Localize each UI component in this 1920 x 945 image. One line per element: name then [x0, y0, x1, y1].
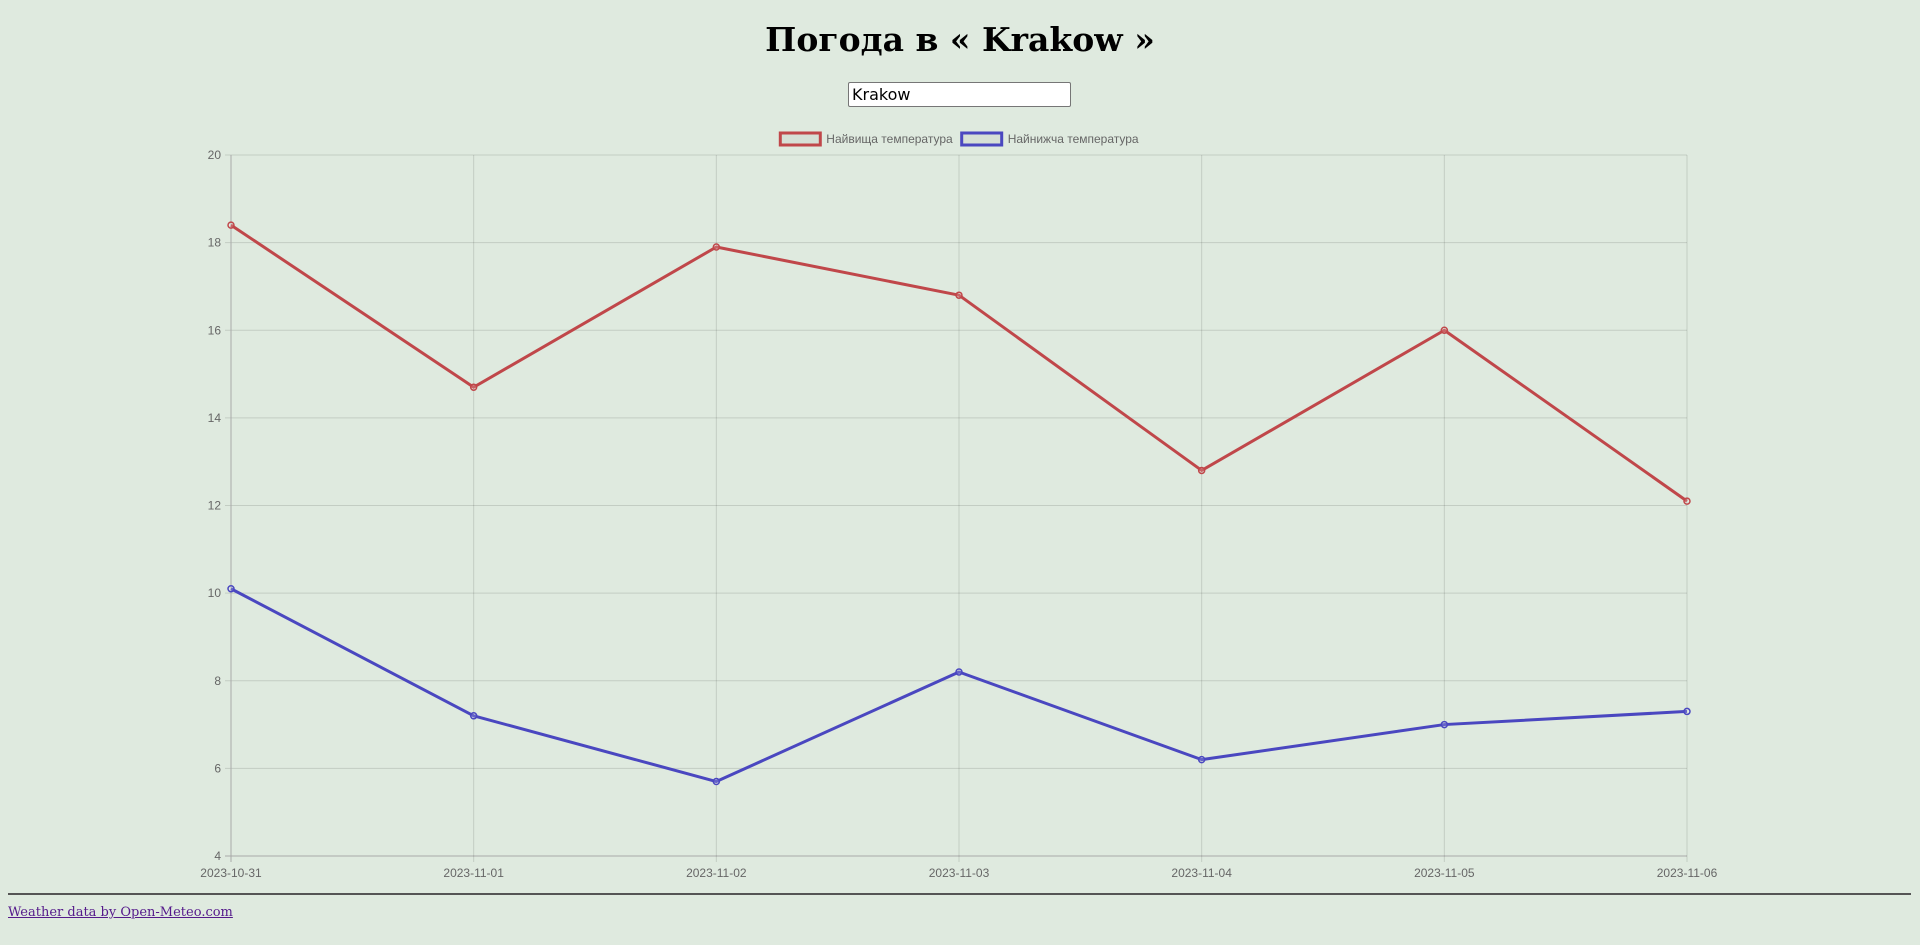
chart-series: [227, 221, 1691, 786]
chart-legend[interactable]: Найвища температура Найнижча температура: [778, 131, 1139, 147]
chart-grid: [225, 154, 1688, 862]
legend-item[interactable]: Найвища температура: [778, 131, 953, 147]
footer-divider: [8, 893, 1911, 895]
series-line-0: [230, 223, 1688, 503]
y-tick-label: 14: [208, 411, 222, 425]
legend-label: Найнижча температура: [1008, 132, 1139, 146]
y-tick-label: 4: [214, 849, 221, 863]
series-line-1: [230, 587, 1688, 784]
data-point[interactable]: [469, 383, 478, 391]
y-tick-label: 16: [208, 323, 222, 337]
data-point[interactable]: [1440, 326, 1449, 334]
x-tick-label: 2023-11-01: [443, 866, 504, 880]
data-point[interactable]: [712, 777, 721, 786]
y-tick-label: 6: [214, 761, 221, 775]
y-tick-label: 18: [208, 236, 222, 250]
y-tick-label: 12: [208, 499, 222, 513]
x-tick-label: 2023-11-06: [1657, 866, 1718, 880]
x-tick-label: 2023-10-31: [200, 866, 262, 880]
data-point[interactable]: [1197, 755, 1206, 764]
x-tick-label: 2023-11-05: [1414, 866, 1475, 880]
legend-item[interactable]: Найнижча температура: [960, 131, 1139, 147]
data-point[interactable]: [955, 668, 963, 676]
data-point[interactable]: [1683, 497, 1691, 505]
y-tick-label: 10: [208, 586, 222, 600]
legend-swatch: [778, 131, 822, 147]
data-point[interactable]: [1197, 466, 1206, 475]
chart-svg: 4 6 8 10 12 14 16 18 20 2023-10-31 2023-11-01 2023-…: [200, 131, 1718, 880]
chart-axes: 4 6 8 10 12 14 16 18 20 2023-10-31 2023-11-01 2023-…: [200, 148, 1717, 880]
legend-label: Найвища температура: [826, 132, 953, 146]
y-tick-label: 8: [214, 674, 221, 688]
temperature-chart: 4 6 8 10 12 14 16 18 20 2023-10-31 2023-11-01 2023-…: [0, 120, 1920, 890]
page-title: Погода в « Krakow »: [765, 20, 1155, 59]
data-point[interactable]: [1683, 707, 1691, 716]
data-point[interactable]: [1440, 720, 1449, 729]
data-point[interactable]: [227, 584, 235, 593]
data-point[interactable]: [712, 243, 721, 251]
x-tick-label: 2023-11-04: [1171, 866, 1232, 880]
data-point[interactable]: [469, 712, 478, 720]
y-tick-label: 20: [208, 148, 222, 162]
x-tick-label: 2023-11-03: [929, 866, 990, 880]
data-point[interactable]: [955, 291, 963, 299]
open-meteo-link[interactable]: Weather data by Open-Meteo.com: [8, 905, 233, 920]
data-point[interactable]: [227, 221, 235, 229]
legend-swatch: [960, 131, 1004, 147]
x-tick-label: 2023-11-02: [686, 866, 747, 880]
city-input[interactable]: [848, 82, 1071, 107]
